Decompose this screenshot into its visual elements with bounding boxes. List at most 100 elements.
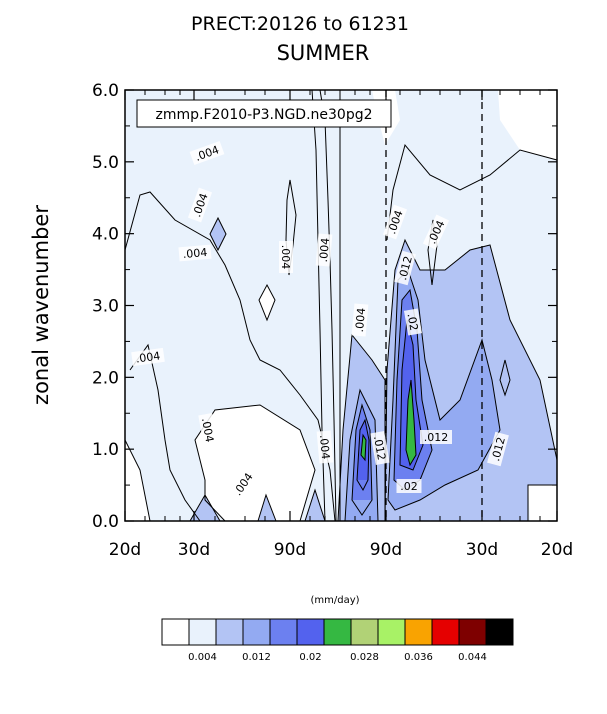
colorbar: 0.004 0.012 0.02 0.028 0.036 0.044 [161, 618, 514, 663]
y-tick-label: 6.0 [92, 81, 119, 101]
contour-label-bg [382, 204, 408, 240]
contour-label: .012 [487, 431, 509, 467]
contour-label-text: .004 [353, 307, 368, 333]
contour-line [189, 493, 221, 522]
colorbar-swatch [485, 618, 514, 646]
contour-lines [124, 89, 558, 522]
contour-label-text: .02 [405, 312, 421, 331]
contour-line [258, 283, 276, 322]
contour-line [351, 403, 373, 516]
contour-label-text: .012 [396, 255, 415, 282]
contour-label: .004 [351, 303, 369, 337]
contour-label-text: .02 [400, 480, 418, 493]
y-tick-label: 5.0 [92, 153, 119, 173]
fill-low-region-east [528, 485, 557, 521]
x-tick-label: 90d [370, 540, 402, 560]
fill-012-west-blob [190, 495, 220, 521]
contour-label-bg [487, 431, 509, 467]
contour-label-bg [228, 466, 258, 502]
contour-label-bg [189, 140, 225, 166]
fill-low-region-west-center [195, 405, 315, 521]
contour-label-bg [315, 233, 333, 267]
colorbar-swatch [269, 618, 298, 646]
contour-label-text: .004 [279, 245, 292, 270]
y-tick-label: 2.0 [92, 368, 119, 388]
contour-line [384, 238, 558, 521]
contour-label-text: .004 [317, 237, 332, 263]
y-tick-label: 3.0 [92, 297, 119, 317]
fill-low-region-top-right [498, 90, 557, 160]
colorbar-swatch [296, 618, 325, 646]
contour-label: .02 [396, 479, 422, 493]
colorbar-swatch [458, 618, 487, 646]
x-tick-label: 30d [466, 540, 498, 560]
contour-label-text: .004 [135, 349, 161, 365]
chart-title: PRECT:20126 to 61231 [191, 13, 409, 35]
fill-028-center-west [361, 435, 366, 460]
contour-line [399, 319, 424, 471]
contour-label-bg [370, 431, 390, 465]
colorbar-swatch [188, 618, 217, 646]
fill-low-region-west [125, 440, 150, 521]
contour-line [308, 89, 337, 522]
colorbar-label: 0.036 [404, 652, 433, 663]
contour-label: .012 [394, 250, 416, 286]
annotation-text: zmmp.F2010-P3.NGD.ne30pg2 [155, 107, 372, 123]
fill-028-east [406, 380, 416, 465]
annotation-box [136, 99, 392, 128]
y-tick-label: 0.0 [92, 512, 119, 532]
contour-line [285, 179, 297, 276]
fill-012-west-blob-2 [258, 495, 276, 521]
contour-line [386, 143, 558, 241]
colorbar-label: 0.044 [458, 652, 487, 663]
colorbar-label: 0.02 [299, 652, 321, 663]
colorbar-label: 0.028 [350, 652, 379, 663]
fill-012-center-blob [305, 490, 325, 521]
contour-line [257, 493, 277, 522]
contour-label: .004 [316, 430, 334, 464]
contour-label: .004 [131, 347, 165, 367]
contour-label: .012 [370, 431, 390, 465]
contour-label: .004 [178, 244, 212, 262]
colorbar-swatch [431, 618, 460, 646]
reference-lines [339, 90, 483, 521]
y-tick-label: 4.0 [92, 225, 119, 245]
contour-label: .004 [279, 241, 293, 273]
chart-subtitle: SUMMER [277, 41, 370, 65]
contour-line [337, 333, 386, 522]
contour-line [356, 418, 370, 492]
contour-label-text: .004 [317, 434, 332, 460]
contour-label-bg [351, 303, 369, 337]
contour-label-bg [394, 250, 416, 286]
colorbar-swatch [242, 618, 271, 646]
x-tick-label: 30d [178, 540, 210, 560]
contour-label-bg [178, 244, 212, 262]
contour-label: .012 [420, 430, 452, 444]
contour-line [124, 191, 336, 522]
colorbar-swatch [161, 618, 190, 646]
colorbar-swatch [215, 618, 244, 646]
contour-label-bg [396, 479, 422, 493]
contour-label-text: .012 [489, 436, 508, 463]
contour-line [304, 488, 326, 522]
x-tick-label: 20d [541, 540, 573, 560]
contour-line [499, 359, 511, 397]
colorbar-swatch [350, 618, 379, 646]
y-axis: 0.0 1.0 2.0 3.0 4.0 5.0 6.0 [92, 81, 557, 532]
x-tick-label: 20d [109, 540, 141, 560]
contour-label-bg [420, 430, 452, 444]
colorbar-swatch [323, 618, 352, 646]
contour-line [360, 433, 367, 462]
contour-label-text: .012 [424, 431, 449, 444]
colorbar-swatch [377, 618, 406, 646]
colorbar-swatch [404, 618, 433, 646]
contour-label-text: .004 [199, 417, 216, 443]
contour-label-text: .004 [182, 246, 208, 261]
contour-label: .004 [198, 413, 218, 447]
contour-line [124, 439, 151, 522]
colorbar-label: 0.004 [188, 652, 217, 663]
contour-label-bg [403, 308, 423, 336]
contour-label-bg [198, 413, 218, 447]
colorbar-label: 0.012 [242, 652, 271, 663]
